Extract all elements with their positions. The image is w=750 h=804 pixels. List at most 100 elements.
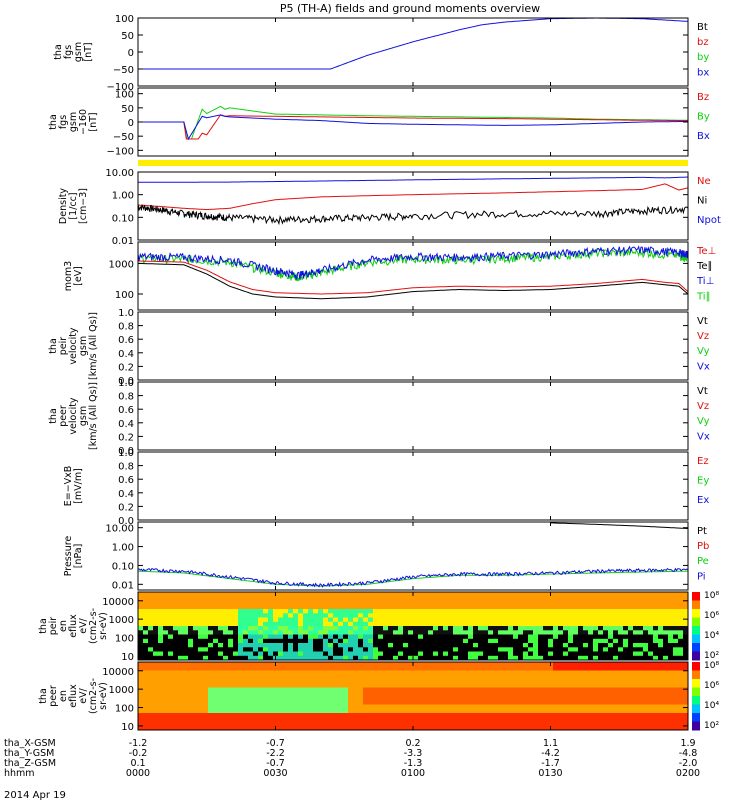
spectrogram-cell [418,666,424,671]
spectrogram-cell [623,592,629,597]
spectrogram-cell [608,609,614,614]
spectrogram-cell [678,666,684,671]
spectrogram-cell [638,617,644,623]
spectrogram-cell [648,643,654,648]
spectrogram-cell [218,600,224,606]
spectrogram-cell [538,609,544,614]
spectrogram-cell [448,713,454,718]
spectrogram-cell [418,662,424,667]
spectrogram-cell [383,617,389,623]
spectrogram-cell [673,613,679,618]
spectrogram-cell [373,679,379,684]
spectrogram-cell [343,696,349,701]
spectrogram-cell [153,666,159,671]
spectrogram-cell [368,691,374,697]
spectrogram-cell [298,691,304,697]
spectrogram-cell [318,717,324,722]
spectrogram-cell [618,717,624,722]
spectrogram-cell [428,626,434,631]
spectrogram-cell [328,700,334,705]
spectrogram-cell [283,708,289,714]
spectrogram-cell [478,717,484,722]
spectrogram-cell [248,626,254,631]
legend-entry: Bt [697,22,708,33]
spectrogram-cell [178,713,184,718]
spectrogram-cell [348,638,354,644]
spectrogram-cell [313,725,319,731]
spectrogram-cell [163,700,169,705]
spectrogram-cell [238,626,244,631]
spectrogram-cell [653,700,659,705]
spectrogram-cell [228,634,234,640]
spectrogram-cell [168,700,174,705]
spectrogram-cell [618,596,624,601]
spectrogram-cell [208,643,214,648]
spectrogram-cell [228,683,234,688]
spectrogram-cell [628,638,634,644]
colorbar-segment [692,600,700,610]
spectrogram-cell [153,630,159,635]
spectrogram-cell [238,592,244,597]
spectrogram-cell [678,717,684,722]
spectrogram-cell [538,600,544,606]
spectrogram-cell [583,679,589,684]
spectrogram-cell [423,621,429,627]
spectrogram-cell [683,666,689,671]
panel-frame [137,17,689,87]
spectrogram-cell [468,674,474,680]
spectrogram-cell [563,670,569,676]
spectrogram-cell [463,700,469,705]
spectrogram-cell [593,655,599,661]
spectrogram-cell [448,700,454,705]
spectrogram-cell [218,609,224,614]
spectrogram-cell [153,621,159,627]
spectrogram-cell [663,651,669,657]
spectrogram-cell [158,638,164,644]
spectrogram-cell [558,647,564,652]
spectrogram-cell [203,630,209,635]
spectrogram-cell [238,713,244,718]
spectrogram-cell [518,638,524,644]
spectrogram-cell [538,674,544,680]
spectrogram-cell [443,651,449,657]
spectrogram-cell [573,721,579,727]
spectrogram-cell [553,687,559,693]
spectrogram-cell [658,643,664,648]
spectrogram-cell [373,713,379,718]
spectrogram-cell [553,679,559,684]
spectrogram-cell [358,674,364,680]
spectrogram-cell [583,696,589,701]
spectrogram-cell [473,700,479,705]
spectrogram-cell [593,700,599,705]
spectrogram-cell [668,713,674,718]
spectrogram-cell [543,721,549,727]
spectrogram-cell [328,600,334,606]
spectrogram-cell [473,662,479,667]
spectrogram-cell [588,662,594,667]
y-tick-label: 0.01 [112,580,134,591]
spectrogram-cell [683,638,689,644]
spectrogram-cell [608,643,614,648]
spectrogram-cell [478,638,484,644]
spectrogram-cell [558,655,564,661]
spectrogram-cell [258,630,264,635]
spectrogram-cell [668,662,674,667]
spectrogram-cell [538,725,544,731]
spectrogram-cell [268,630,274,635]
spectrogram-cell [258,679,264,684]
spectrogram-cell [643,679,649,684]
spectrogram-cell [413,592,419,597]
spectrogram-cell [398,704,404,710]
spectrogram-cell [428,691,434,697]
spectrogram-cell [503,600,509,606]
spectrogram-cell [608,721,614,727]
spectrogram-cell [613,721,619,727]
spectrogram-cell [448,662,454,667]
spectrogram-cell [368,700,374,705]
spectrogram-cell [558,604,564,610]
spectrogram-cell [368,666,374,671]
spectrogram-cell [603,674,609,680]
spectrogram-cell [463,604,469,610]
spectrogram-cell [418,604,424,610]
spectrogram-cell [673,638,679,644]
